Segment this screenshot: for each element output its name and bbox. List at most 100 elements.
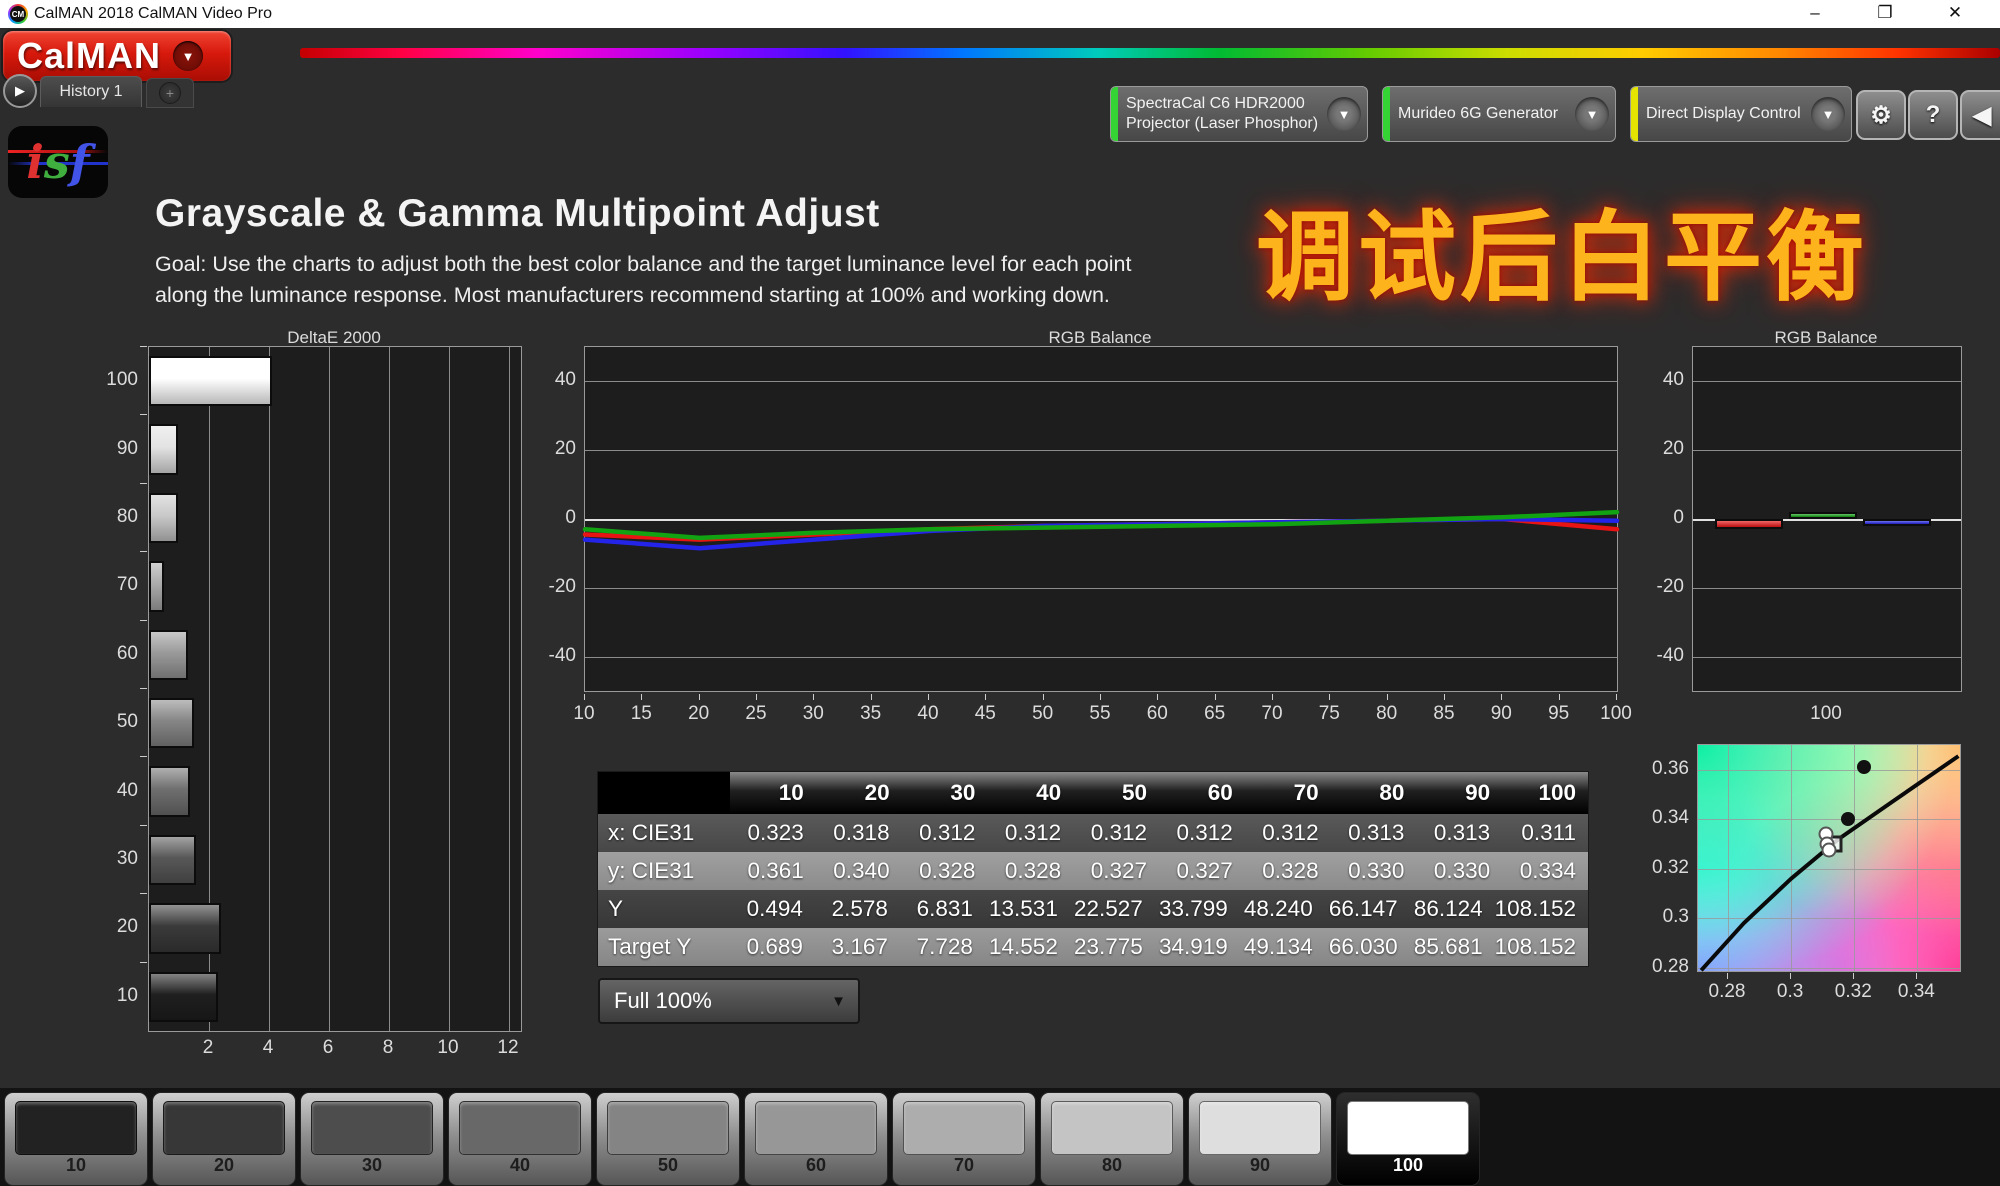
table-cell: 3.167 <box>831 934 888 959</box>
meter-dropdown[interactable]: SpectraCal C6 HDR2000 Projector (Laser P… <box>1110 86 1368 142</box>
cie-ytick-label: 0.34 <box>1652 807 1689 829</box>
table-header-row: 10 20 30 40 50 60 70 80 90 100 <box>598 772 1588 814</box>
series-blue <box>582 516 1620 551</box>
deltae-xtick-label: 8 <box>382 1037 394 1058</box>
table-cell: 0.689 <box>746 934 803 959</box>
table-column-header: 60 <box>1207 780 1233 805</box>
gridline <box>1698 819 1960 821</box>
pattern-button-60[interactable]: 60 <box>744 1092 888 1186</box>
grayscale-swatch <box>755 1101 877 1155</box>
table-cell: 0.312 <box>1090 820 1147 845</box>
gridline <box>1698 918 1960 920</box>
plus-icon: + <box>159 82 181 104</box>
table-cell: 0.312 <box>919 820 976 845</box>
deltae-ytick-label: 70 <box>116 574 138 596</box>
pattern-button-70[interactable]: 70 <box>892 1092 1036 1186</box>
grayscale-swatch <box>311 1101 433 1155</box>
rgb-ytick-label: -20 <box>548 575 576 597</box>
calman-logo: CalMAN <box>17 35 162 76</box>
grayscale-swatch <box>163 1101 285 1155</box>
chevron-down-icon: ▼ <box>173 41 204 71</box>
pattern-button-100[interactable]: 100 <box>1336 1092 1480 1186</box>
table-column-header: 80 <box>1379 780 1405 805</box>
pattern-button-label: 80 <box>1101 1155 1123 1175</box>
deltae-xtick-label: 10 <box>437 1037 459 1058</box>
deltae-bar-30 <box>149 834 196 886</box>
pattern-button-50[interactable]: 50 <box>596 1092 740 1186</box>
cie-xtick-label: 0.32 <box>1834 981 1872 1002</box>
pattern-button-90[interactable]: 90 <box>1188 1092 1332 1186</box>
axis-tick <box>140 824 147 826</box>
rgb-ytick-label: -40 <box>548 644 576 666</box>
deltae-ytick-label: 20 <box>116 916 138 938</box>
calman-menu-button[interactable]: CalMAN ▼ <box>3 31 231 81</box>
table-cell: 85.681 <box>1413 934 1483 959</box>
pattern-button-10[interactable]: 10 <box>4 1092 148 1186</box>
table-cell: 13.531 <box>989 896 1058 921</box>
gridline <box>585 519 1617 521</box>
table-column-header: 100 <box>1538 780 1576 805</box>
table-cell: 0.312 <box>1004 820 1062 845</box>
deltae-ytick-label: 10 <box>116 984 138 1006</box>
deltae-ytick-label: 60 <box>116 642 138 664</box>
axis-tick <box>140 756 147 758</box>
pattern-button-40[interactable]: 40 <box>448 1092 592 1186</box>
gridline <box>389 347 390 1031</box>
table-cell: 0.328 <box>919 858 976 883</box>
deltae-bar-80 <box>149 492 178 544</box>
cie-xtick-label: 0.28 <box>1708 981 1746 1002</box>
close-icon[interactable]: ✕ <box>1947 3 1963 22</box>
settings-button[interactable]: ⚙ <box>1856 90 1906 140</box>
add-tab-button[interactable]: + <box>146 78 194 108</box>
help-button[interactable]: ? <box>1908 90 1958 140</box>
rgb-xtick-label: 55 <box>1089 703 1111 724</box>
generator-dropdown[interactable]: Murideo 6G Generator ▼ <box>1382 86 1616 142</box>
table-cell: 0.361 <box>747 858 804 883</box>
rgb-xtick-label: 15 <box>630 703 652 724</box>
play-icon: ▶ <box>15 83 25 98</box>
gridline <box>1693 450 1961 452</box>
rgb-xtick-label: 100 <box>1600 703 1632 724</box>
pattern-button-label: 30 <box>361 1155 383 1175</box>
pattern-button-80[interactable]: 80 <box>1040 1092 1184 1186</box>
tab-history-1[interactable]: History 1 <box>40 76 142 107</box>
table-cell: 0.328 <box>1004 858 1062 883</box>
pattern-level-dropdown[interactable]: Full 100% ▼ <box>598 978 860 1024</box>
axis-tick <box>140 482 147 484</box>
gridline <box>509 347 510 1031</box>
deltae-bar-70 <box>149 561 164 612</box>
display-control-dropdown[interactable]: Direct Display Control ▼ <box>1630 86 1852 142</box>
row-label: x: CIE31 <box>608 820 695 845</box>
table-column-header: 40 <box>1036 780 1062 805</box>
gridline <box>585 450 1617 452</box>
grayscale-swatch <box>459 1101 581 1155</box>
axis-tick <box>140 551 147 553</box>
table-column-header: 20 <box>864 780 890 805</box>
chevron-left-icon: ◀ <box>1972 101 1992 129</box>
rgb-ytick-label: 40 <box>554 369 576 391</box>
tab-scroll-button[interactable]: ▶ <box>3 74 37 108</box>
gridline <box>1854 745 1856 971</box>
rgb-xtick-label: 60 <box>1146 703 1168 724</box>
table-column-header: 10 <box>778 780 804 805</box>
table-cell: 48.240 <box>1243 896 1313 921</box>
axis-tick <box>1214 694 1216 700</box>
rgbbar-ytick-label: -20 <box>1656 575 1684 597</box>
table-column-header: 30 <box>950 780 976 805</box>
minimize-icon[interactable]: – <box>1810 3 1820 22</box>
axis-tick <box>813 694 815 700</box>
rgb-xtick-label: 80 <box>1376 703 1398 724</box>
deltae-bar-10 <box>149 971 218 1022</box>
pattern-button-30[interactable]: 30 <box>300 1092 444 1186</box>
table-cell: 86.124 <box>1413 896 1483 921</box>
goal-text-line1: Goal: Use the charts to adjust both the … <box>155 252 1132 276</box>
restore-icon[interactable]: ❐ <box>1877 3 1893 22</box>
table-cell: 0.328 <box>1262 858 1319 883</box>
cie-xtick-label: 0.3 <box>1776 981 1804 1002</box>
gridline <box>585 381 1617 383</box>
table-column-header: 50 <box>1121 780 1147 805</box>
pattern-button-20[interactable]: 20 <box>152 1092 296 1186</box>
collapse-panel-button[interactable]: ◀ <box>1960 90 2000 140</box>
blackbody-locus-curve <box>1699 754 1960 972</box>
